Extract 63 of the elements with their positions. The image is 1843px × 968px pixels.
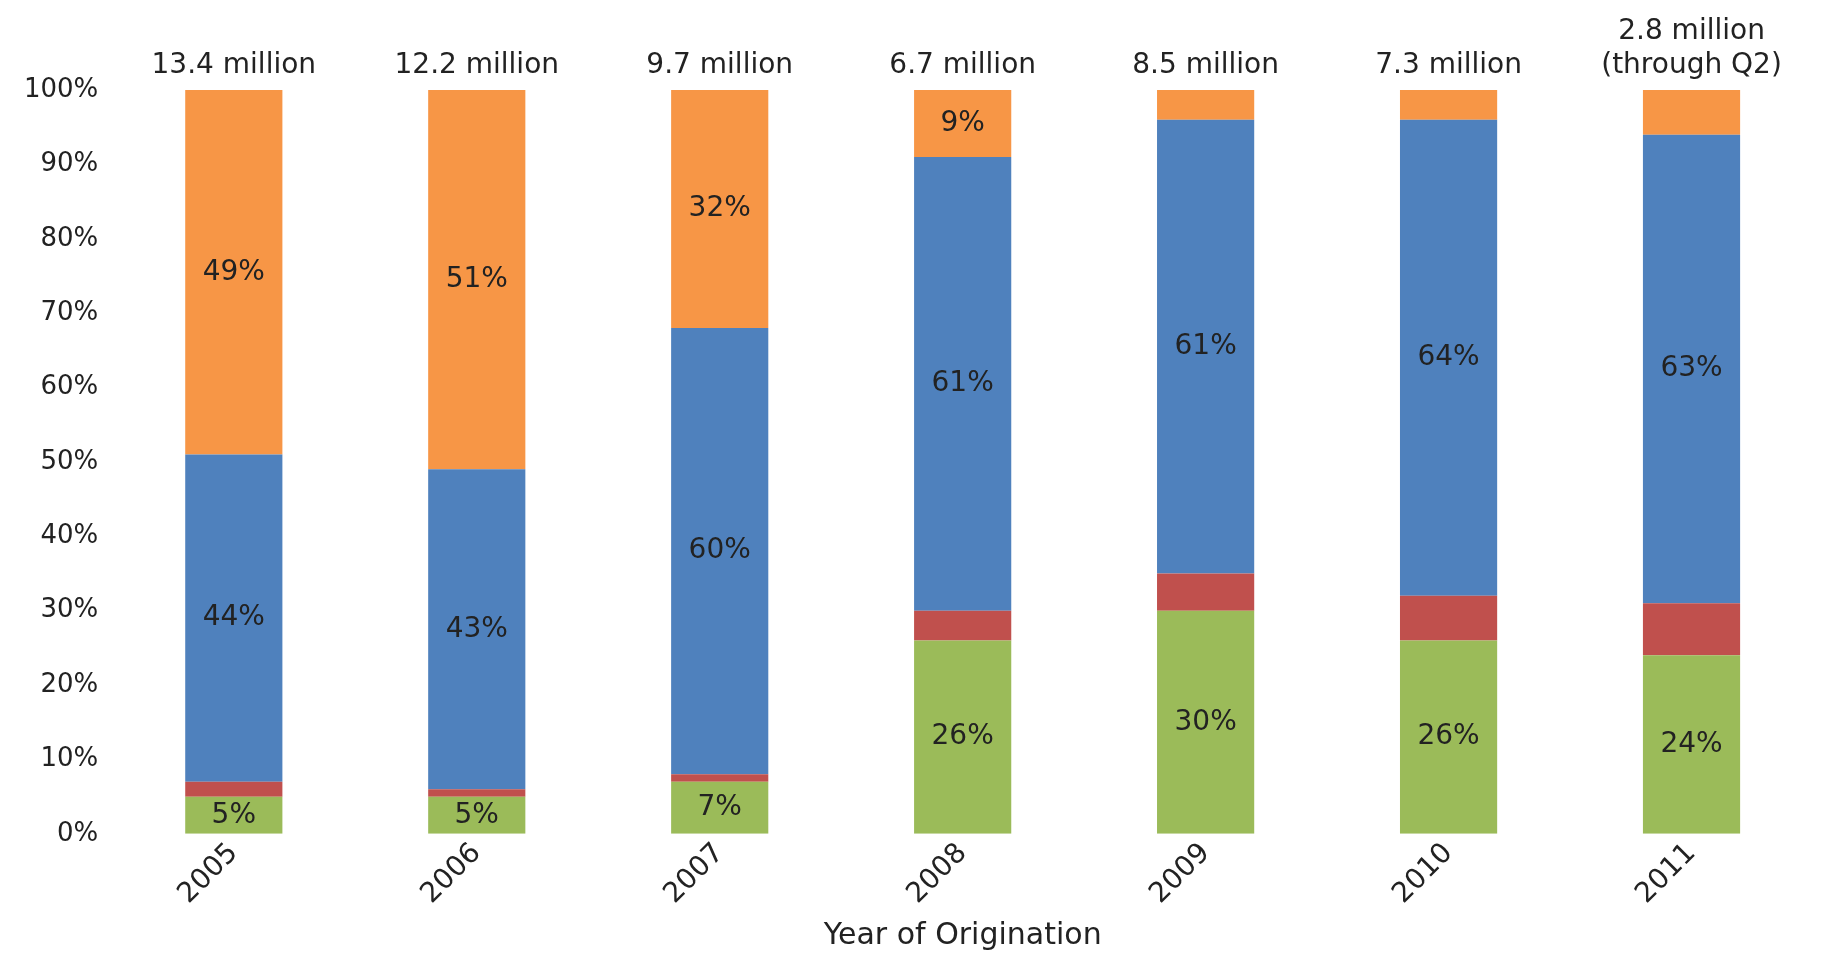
data-label: 5% (211, 796, 257, 830)
bar (1399, 640, 1498, 834)
bar (185, 454, 283, 782)
data-label: 32% (688, 190, 751, 224)
y-tick-label: 30% (40, 593, 99, 624)
bar (428, 469, 526, 790)
data-label: 49% (202, 253, 265, 287)
data-label: 44% (202, 599, 265, 633)
y-tick-label: 100% (23, 72, 99, 103)
data-label: 24% (1660, 725, 1723, 759)
data-label: 63% (1660, 350, 1723, 384)
annotation: 12.2 million (394, 47, 560, 81)
bar (671, 781, 769, 834)
y-tick-label: 60% (40, 370, 99, 401)
bar (914, 610, 1012, 641)
annotation: 9.7 million (646, 47, 794, 81)
bar (671, 774, 769, 782)
bar (914, 156, 1012, 611)
bar (1157, 610, 1255, 834)
bar (1642, 655, 1741, 834)
bar (914, 640, 1012, 834)
bar (1157, 119, 1255, 574)
bar (428, 90, 526, 470)
data-label: 30% (1174, 703, 1237, 737)
y-tick-label: 10% (40, 742, 99, 773)
y-tick-label: 80% (40, 221, 99, 252)
data-label: 61% (931, 365, 994, 399)
y-tick-label: 70% (40, 295, 99, 326)
data-label: 7% (697, 789, 742, 823)
y-tick-label: 0% (57, 816, 99, 847)
data-label: 51% (445, 260, 508, 294)
bar (1399, 90, 1498, 120)
annotation: 13.4 million (151, 47, 317, 81)
bar (1157, 90, 1255, 120)
bar (1642, 90, 1741, 135)
bar (428, 789, 526, 797)
data-label: 60% (688, 532, 751, 566)
data-label: 64% (1417, 339, 1480, 373)
data-label: 26% (1417, 718, 1480, 752)
y-tick-label: 90% (40, 147, 99, 178)
bar (914, 90, 1012, 157)
annotation: 8.5 million (1132, 47, 1279, 81)
data-label: 43% (445, 610, 508, 644)
data-label: 5% (454, 796, 499, 830)
bar (185, 781, 283, 797)
data-label: 26% (931, 718, 994, 752)
annotation: 6.7 million (889, 47, 1037, 81)
bar (1642, 134, 1741, 604)
bar (671, 328, 769, 775)
data-label: 9% (940, 104, 985, 138)
annotation: 2.8 million (through Q2) (1601, 13, 1782, 81)
bar (1399, 119, 1498, 596)
y-tick-label: 20% (40, 667, 99, 698)
bar (1642, 603, 1741, 656)
x-axis-title: Year of Origination (822, 915, 1102, 951)
bar (671, 90, 769, 329)
bar (185, 90, 283, 455)
bar (1399, 595, 1498, 641)
bar (1157, 573, 1255, 611)
y-tick-label: 50% (40, 444, 99, 475)
y-tick-label: 40% (40, 519, 99, 550)
data-label: 61% (1174, 327, 1237, 361)
annotation: 7.3 million (1375, 47, 1522, 81)
